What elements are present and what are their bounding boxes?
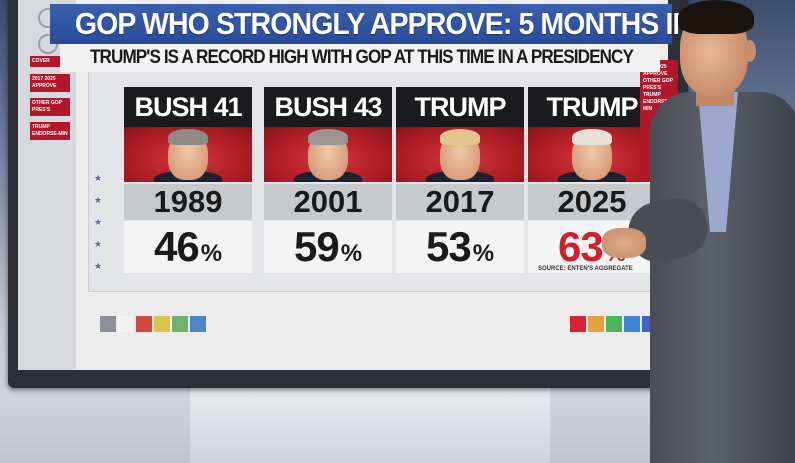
approval-percent: 46%	[124, 221, 252, 273]
president-year: 2017	[396, 184, 524, 220]
approval-percent: 59%	[264, 221, 392, 273]
president-year: 2001	[264, 184, 392, 220]
monitor-stand	[190, 388, 550, 463]
stars-decoration: ★ ★ ★ ★ ★	[88, 174, 112, 284]
nav-card-approve[interactable]: 2017 2025 APPROVE	[30, 74, 70, 92]
nav-card-trump-endorse[interactable]: TRUMP ENDORSE-MIN	[30, 122, 70, 140]
color-chip	[172, 316, 188, 332]
president-name: BUSH 41	[124, 87, 252, 127]
star-icon: ★	[94, 217, 103, 227]
source-note: SOURCE: ENTEN'S AGGREGATE	[538, 266, 633, 272]
president-photo	[528, 127, 656, 182]
nav-card-other-gop[interactable]: OTHER GOP PRES'S	[30, 98, 70, 116]
photo-hair	[168, 129, 208, 145]
graphic-title: GOP WHO STRONGLY APPROVE: 5 MONTHS IN	[74, 6, 693, 41]
president-photo	[264, 127, 392, 182]
color-chip	[588, 316, 604, 332]
president-card: BUSH 43 2001 59%	[264, 87, 392, 277]
color-chips-left	[100, 316, 208, 334]
approval-value: 59	[293, 223, 340, 270]
president-photo	[396, 127, 524, 182]
photo-hair	[308, 129, 348, 145]
color-chip	[624, 316, 640, 332]
nav-card-cover[interactable]: COVER	[30, 56, 70, 67]
star-icon: ★	[94, 239, 103, 249]
president-photo	[124, 127, 252, 182]
approval-value: 63	[557, 223, 604, 270]
star-icon: ★	[94, 195, 103, 205]
approval-value: 53	[425, 223, 472, 270]
approval-value: 46	[153, 223, 200, 270]
president-card: BUSH 41 1989 46%	[124, 87, 252, 277]
photo-hair	[572, 129, 612, 145]
anchor-person	[598, 0, 795, 463]
anchor-ear	[744, 40, 756, 62]
color-chip	[606, 316, 622, 332]
president-year: 1989	[124, 184, 252, 220]
nav-circle-icon[interactable]	[38, 34, 58, 54]
photo-hair	[440, 129, 480, 145]
percent-sign: %	[340, 240, 363, 267]
president-name: TRUMP	[396, 87, 524, 127]
color-chips-right	[570, 316, 660, 334]
anchor-hand	[602, 228, 646, 258]
star-icon: ★	[94, 173, 103, 183]
title-bar: GOP WHO STRONGLY APPROVE: 5 MONTHS IN	[50, 4, 693, 44]
percent-sign: %	[200, 240, 223, 267]
percent-sign: %	[472, 240, 495, 267]
color-chip	[190, 316, 206, 332]
anchor-hair	[678, 0, 754, 34]
color-chip	[100, 316, 116, 332]
president-name: TRUMP	[528, 87, 656, 127]
color-chip	[136, 316, 152, 332]
color-chip	[118, 316, 134, 332]
color-chip	[154, 316, 170, 332]
color-chip	[570, 316, 586, 332]
graphic-subtitle: TRUMP'S IS A RECORD HIGH WITH GOP AT THI…	[90, 47, 634, 68]
president-card: TRUMP 2017 53%	[396, 87, 524, 277]
president-name: BUSH 43	[264, 87, 392, 127]
star-icon: ★	[94, 261, 103, 271]
left-nav: COVER 2017 2025 APPROVE OTHER GOP PRES'S…	[18, 0, 76, 370]
subtitle-bar: TRUMP'S IS A RECORD HIGH WITH GOP AT THI…	[60, 44, 660, 72]
approval-percent: 53%	[396, 221, 524, 273]
